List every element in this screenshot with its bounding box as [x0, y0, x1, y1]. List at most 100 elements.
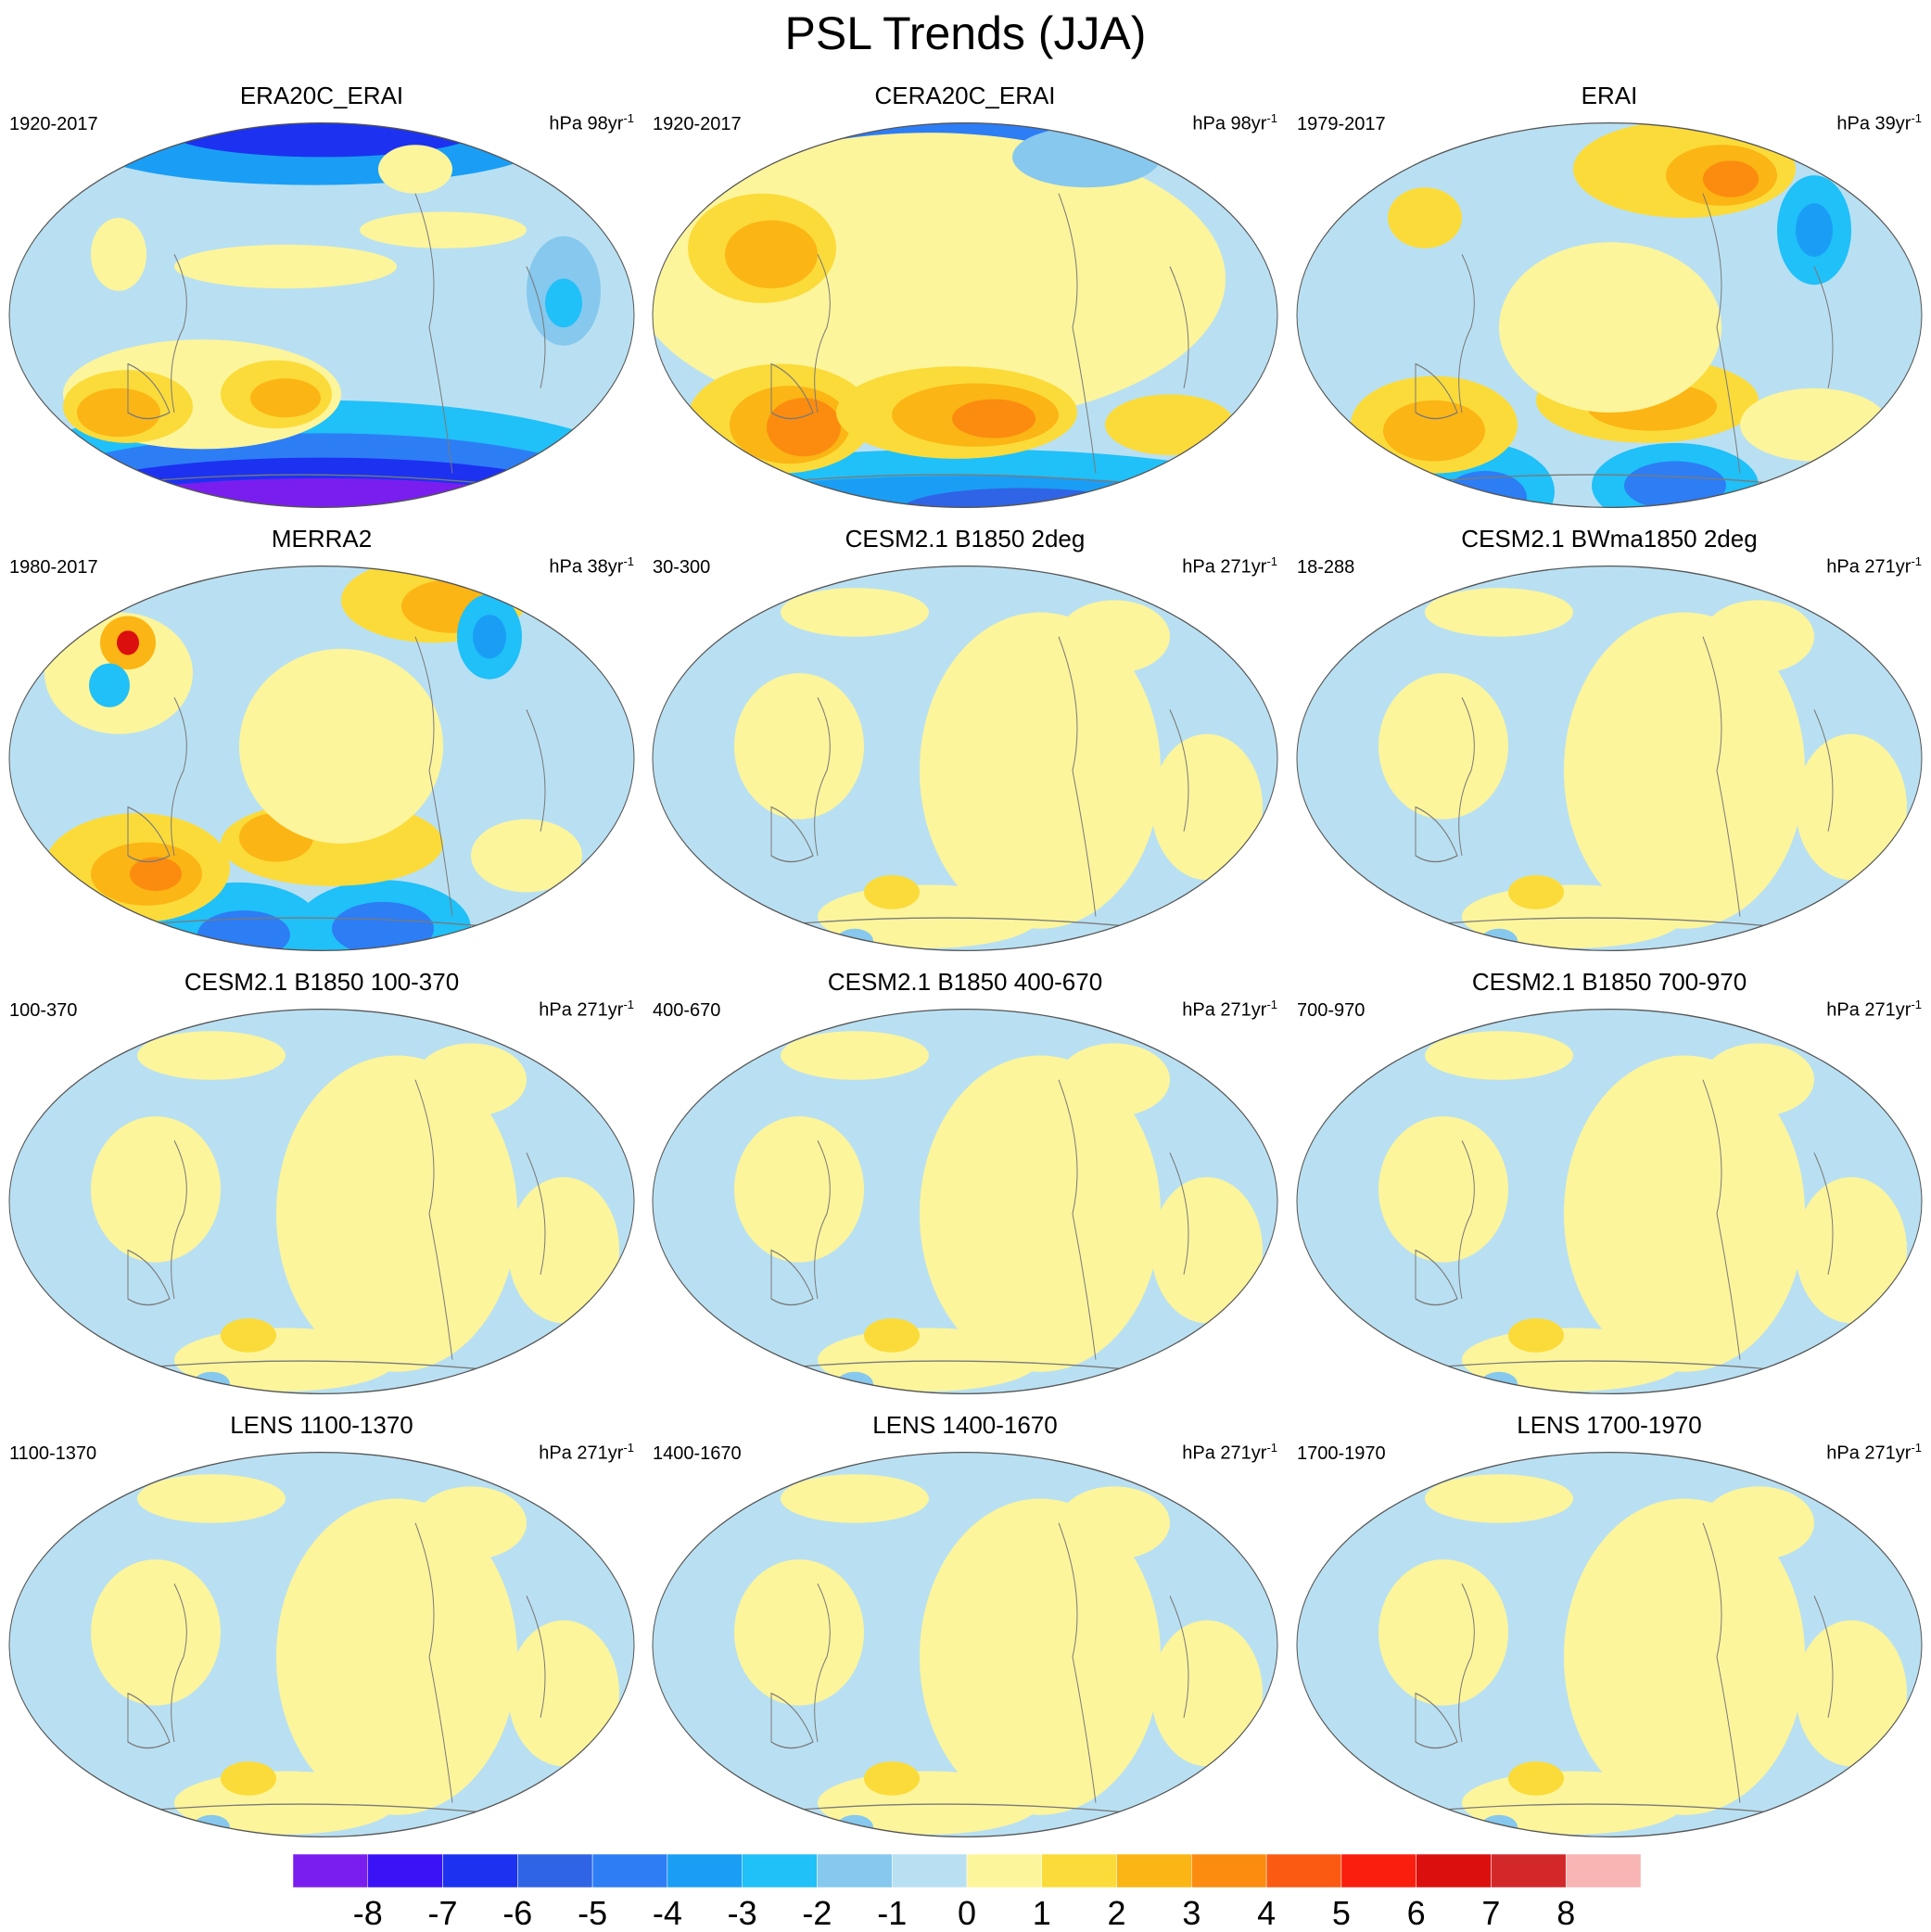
trend-contour-region — [378, 145, 452, 194]
panel-title: ERA20C_ERAI — [239, 82, 404, 109]
map-outline — [1296, 121, 1923, 509]
map-outline — [1296, 565, 1923, 952]
trend-contour-region — [1059, 600, 1170, 674]
map-outline — [652, 565, 1278, 952]
psl-trend-map — [652, 1451, 1278, 1838]
trend-contour-region — [415, 1486, 527, 1560]
colorbar — [293, 1854, 1641, 1888]
panel-units: hPa 271yr-1 — [1182, 1437, 1277, 1465]
colorbar-box — [293, 1854, 369, 1888]
panel-units: hPa 271yr-1 — [1826, 994, 1922, 1022]
trend-contour-region — [781, 1474, 929, 1523]
coastline — [1169, 709, 1189, 832]
trend-contour-region — [1151, 1176, 1263, 1324]
psl-trend-map — [1296, 565, 1923, 952]
coastline — [1702, 1522, 1741, 1803]
trend-contour-region — [91, 218, 146, 291]
trend-contour-region — [91, 1559, 221, 1706]
colorbar-tick-label: -8 — [352, 1894, 383, 1932]
coastline — [127, 362, 171, 420]
coastline — [814, 1140, 831, 1300]
colorbar-box — [517, 1854, 593, 1888]
trend-contour-region — [1564, 1055, 1805, 1372]
panel-units-exponent: -1 — [1266, 998, 1277, 1011]
trend-contour-region — [1378, 1116, 1508, 1263]
panel-units-base: hPa 271yr — [539, 999, 624, 1021]
panel-units: hPa 271yr-1 — [1182, 994, 1277, 1022]
colorbar-box — [742, 1854, 818, 1888]
map-outline — [8, 121, 635, 509]
coastline — [770, 1249, 814, 1306]
coastline — [171, 697, 187, 857]
panel-period: 1100-1370 — [9, 1443, 97, 1464]
colorbar-box — [1191, 1854, 1267, 1888]
colorbar-tick-label: 2 — [1107, 1894, 1126, 1932]
trend-contour-region — [1425, 1474, 1573, 1523]
coastline — [1813, 709, 1834, 832]
coastline — [1702, 1079, 1741, 1360]
trend-contour-region — [25, 477, 618, 508]
map-panel: LENS 1700-1970 1700-1970 hPa 271yr-1 — [1288, 1411, 1931, 1849]
panel-units: hPa 98yr-1 — [1192, 108, 1277, 135]
trend-contour-region — [508, 1620, 619, 1767]
trend-contour-region — [1703, 1043, 1814, 1117]
trend-contour-region — [1378, 673, 1508, 820]
trend-contour-region — [1564, 1498, 1805, 1815]
panel-units-base: hPa 271yr — [1826, 999, 1912, 1021]
panel-units-exponent: -1 — [1911, 1441, 1922, 1455]
panel-period: 1979-2017 — [1297, 114, 1386, 134]
coastline — [1458, 254, 1475, 413]
panel-period: 1980-2017 — [9, 557, 98, 578]
panel-title: MERRA2 — [271, 525, 373, 553]
map-panel: CERA20C_ERAI 1920-2017 hPa 98yr-1 — [643, 82, 1287, 519]
trend-contour-region — [1378, 1559, 1508, 1706]
trend-contour-region — [818, 1328, 1040, 1392]
coastline — [414, 1079, 453, 1360]
trend-contour-region — [360, 211, 527, 248]
colorbar-tick-label: 8 — [1556, 1894, 1576, 1932]
panel-title: ERAI — [1581, 82, 1638, 109]
trend-contour-region — [165, 122, 480, 158]
panel-units-base: hPa 271yr — [1182, 999, 1267, 1021]
trend-contour-region — [818, 884, 1040, 948]
colorbar-box — [1340, 1854, 1416, 1888]
trend-contour-region — [767, 398, 841, 457]
panel-units-base: hPa 271yr — [1826, 1443, 1912, 1464]
panel-units-exponent: -1 — [623, 998, 634, 1011]
panel-units: hPa 271yr-1 — [1182, 551, 1277, 578]
colorbar-box — [1491, 1854, 1567, 1888]
coastline — [770, 362, 814, 420]
trend-contour-region — [1425, 588, 1573, 637]
panel-title: LENS 1700-1970 — [1517, 1411, 1702, 1439]
trend-contour-region — [1564, 612, 1805, 929]
coastline — [770, 806, 814, 863]
map-outline — [8, 1008, 635, 1395]
trend-contour-region — [1105, 394, 1235, 455]
coastline — [526, 266, 546, 388]
panel-units-base: hPa 98yr — [549, 113, 624, 134]
trend-contour-region — [221, 1318, 276, 1353]
trend-contour-region — [137, 1474, 286, 1523]
colorbar-tick-label: -5 — [578, 1894, 608, 1932]
trend-contour-region — [1462, 884, 1684, 948]
trend-contour-region — [1059, 1043, 1170, 1117]
trend-contour-region — [415, 1043, 527, 1117]
coastline — [1058, 1079, 1097, 1360]
coastline — [171, 1140, 187, 1300]
panel-period: 400-670 — [653, 1000, 721, 1021]
colorbar-box — [667, 1854, 743, 1888]
psl-trend-map — [8, 1451, 635, 1838]
panel-units-exponent: -1 — [1911, 998, 1922, 1011]
map-panel: ERA20C_ERAI 1920-2017 hPa 98yr-1 — [0, 82, 643, 519]
coastline — [1702, 193, 1741, 474]
panel-units-base: hPa 271yr — [1182, 556, 1267, 578]
trend-contour-region — [77, 388, 160, 438]
coastline — [1169, 1595, 1189, 1718]
colorbar-tick-label: -7 — [427, 1894, 458, 1932]
trend-contour-region — [1012, 126, 1161, 188]
colorbar-box — [442, 1854, 518, 1888]
panel-units-base: hPa 271yr — [1826, 556, 1912, 578]
trend-contour-region — [864, 875, 920, 909]
panel-units-base: hPa 98yr — [1192, 113, 1267, 134]
trend-contour-region — [734, 673, 864, 820]
